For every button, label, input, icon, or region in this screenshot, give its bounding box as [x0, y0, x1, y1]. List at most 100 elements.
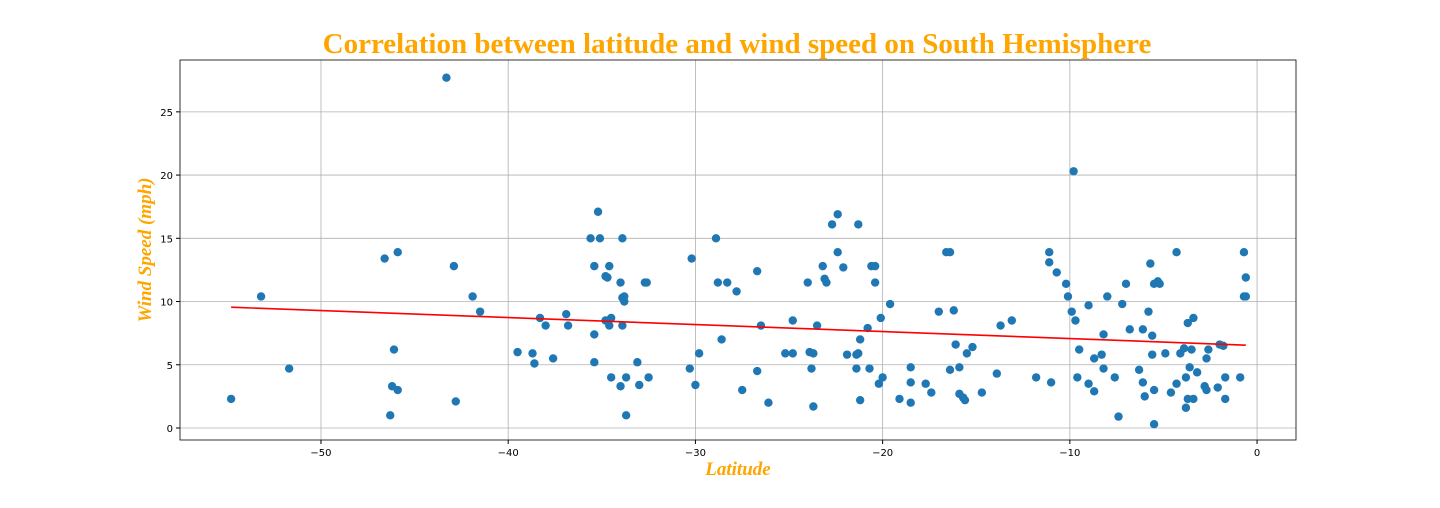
point — [644, 373, 653, 382]
point — [590, 358, 599, 367]
point — [996, 321, 1005, 330]
point — [1221, 373, 1230, 382]
point — [685, 364, 694, 373]
point — [1138, 325, 1148, 334]
point — [393, 248, 402, 257]
point — [1045, 258, 1054, 267]
point — [1099, 364, 1108, 373]
point — [1075, 345, 1084, 354]
point — [876, 313, 885, 323]
point — [1063, 292, 1073, 301]
point — [1204, 345, 1213, 354]
point — [874, 379, 884, 388]
x-tick-label: −10 — [1059, 448, 1080, 459]
point — [827, 220, 837, 229]
point — [687, 254, 696, 263]
point — [1125, 325, 1134, 334]
point — [605, 321, 614, 330]
point — [732, 287, 741, 296]
point — [949, 306, 958, 315]
point — [788, 316, 797, 325]
point — [1073, 373, 1082, 382]
point — [992, 369, 1002, 378]
point — [635, 380, 644, 390]
point — [839, 263, 848, 272]
point — [1110, 373, 1119, 382]
point — [1189, 313, 1198, 323]
point — [1144, 307, 1153, 316]
point — [854, 349, 863, 358]
point — [562, 309, 571, 319]
point — [1118, 299, 1127, 309]
point — [906, 363, 915, 372]
point — [590, 330, 599, 339]
plot-frame — [179, 59, 1297, 441]
point — [1202, 354, 1211, 363]
point — [284, 364, 294, 373]
point — [822, 278, 831, 287]
point — [1114, 412, 1123, 421]
point — [1241, 292, 1251, 301]
point — [1099, 330, 1108, 339]
point — [870, 278, 880, 287]
point — [1181, 373, 1191, 382]
point — [563, 321, 573, 330]
point — [606, 313, 616, 323]
point — [885, 299, 895, 309]
point — [855, 335, 865, 344]
x-tick-label: −40 — [498, 448, 519, 459]
point — [1084, 301, 1093, 310]
point — [694, 349, 704, 358]
point — [442, 73, 451, 82]
point — [1148, 331, 1157, 340]
point — [807, 364, 816, 373]
y-tick-label: 15 — [160, 234, 173, 245]
point — [386, 411, 395, 420]
point — [621, 373, 631, 382]
regression-line — [231, 306, 1246, 346]
point — [618, 321, 627, 330]
point — [945, 365, 955, 375]
point — [1089, 387, 1099, 396]
point — [593, 207, 603, 216]
point — [1052, 268, 1061, 277]
y-tick-label: 0 — [167, 424, 173, 435]
point — [1183, 318, 1192, 328]
point — [717, 335, 726, 344]
point — [1179, 344, 1189, 353]
y-axis-label: Wind Speed (mph) — [135, 178, 156, 323]
y-tick-label: 20 — [160, 171, 173, 182]
point — [752, 366, 762, 376]
point — [955, 363, 964, 372]
point — [1138, 378, 1148, 387]
point — [713, 278, 723, 287]
point — [962, 349, 972, 358]
point — [590, 261, 599, 271]
point — [738, 385, 747, 395]
point — [906, 398, 915, 407]
point — [1166, 388, 1176, 397]
point — [809, 349, 818, 358]
y-tick-label: 5 — [167, 361, 173, 372]
y-tick-label: 25 — [160, 108, 173, 119]
point — [586, 234, 595, 243]
point — [1061, 279, 1071, 289]
point — [833, 210, 842, 219]
point — [842, 350, 852, 359]
x-tick-label: 0 — [1254, 448, 1260, 459]
point — [621, 411, 631, 420]
point — [1140, 392, 1149, 401]
point — [1069, 167, 1078, 176]
point — [723, 278, 732, 287]
point — [1097, 350, 1106, 359]
point — [756, 321, 766, 330]
point — [1148, 350, 1157, 359]
point — [475, 307, 485, 316]
point — [865, 364, 874, 373]
point — [1213, 383, 1222, 392]
point — [620, 292, 629, 301]
point — [468, 292, 477, 301]
x-tick-label: −20 — [872, 448, 893, 459]
point — [1236, 373, 1245, 382]
x-axis-label: Latitude — [704, 459, 771, 480]
